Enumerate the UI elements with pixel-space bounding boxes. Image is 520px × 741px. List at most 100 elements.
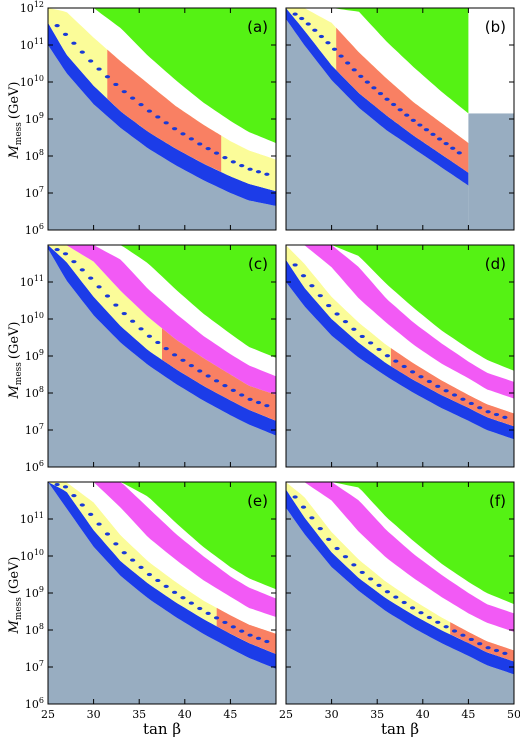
blue-dot xyxy=(113,542,119,546)
y-tick-label: 109 xyxy=(25,111,44,126)
blue-dot xyxy=(155,115,161,119)
blue-dot xyxy=(171,127,178,131)
blue-dot xyxy=(130,558,136,562)
blue-dot xyxy=(213,151,220,155)
blue-dot xyxy=(426,615,432,620)
blue-dot xyxy=(180,596,186,600)
ylabel-unit: (GeV) xyxy=(7,556,22,594)
blue-dot xyxy=(393,359,399,363)
plot-area xyxy=(286,8,514,230)
ylabel-subscript: mess xyxy=(14,122,24,145)
white-band xyxy=(286,245,514,414)
blue-dot xyxy=(247,167,253,171)
blue-dot xyxy=(155,340,161,345)
blue-dot xyxy=(397,108,403,112)
panel-f: 25 30 35 40 45 50 (f) xyxy=(279,481,520,721)
y-tick-label: 1010 xyxy=(20,74,44,89)
blue-dot xyxy=(146,334,153,338)
blue-dot xyxy=(180,358,186,362)
svg-text:Mmess(GeV): Mmess (GeV) xyxy=(7,81,24,159)
blue-dot xyxy=(404,113,410,117)
y-tick-label: 108 xyxy=(25,385,44,400)
ylabel-symbol: M xyxy=(7,145,22,160)
blue-dot xyxy=(456,151,462,155)
x-tick-label: 50 xyxy=(507,708,520,721)
green-region xyxy=(286,482,514,605)
panel-a: 106 107 108 109 1010 1011 1012 (a) xyxy=(20,0,277,237)
x-tick-label: 35 xyxy=(370,708,384,721)
blue-dot xyxy=(197,369,203,373)
blue-dot xyxy=(326,537,332,541)
blue-dot xyxy=(493,648,500,653)
blue-dot xyxy=(96,67,102,71)
blue-dot xyxy=(264,172,270,176)
panel-label: (f) xyxy=(489,492,506,510)
blue-dot xyxy=(300,505,307,509)
y-axis-label-bottom: Mmess (GeV) xyxy=(7,556,24,634)
blue-dot xyxy=(96,522,102,526)
y-tick-label: 107 xyxy=(25,659,44,674)
orange-band xyxy=(216,607,276,654)
blue-dot xyxy=(71,494,77,498)
blue-dot xyxy=(71,260,77,264)
magenta-band xyxy=(48,482,276,617)
blue-dot xyxy=(401,600,407,605)
blue-dot xyxy=(423,128,430,132)
blue-dot xyxy=(443,389,449,393)
blue-dot xyxy=(309,284,315,288)
blue-dot xyxy=(255,400,262,405)
excluded-gray-region xyxy=(48,482,276,704)
blue-dot xyxy=(417,123,423,127)
blue-dot xyxy=(292,263,298,267)
blue-dot xyxy=(376,583,382,588)
blue-dot xyxy=(239,629,245,633)
y-tick-label: 1011 xyxy=(20,511,44,526)
blue-dot xyxy=(351,327,357,331)
blue-dot xyxy=(300,274,307,278)
blue-dot xyxy=(358,74,364,78)
blue-dot xyxy=(351,563,357,567)
blue-dot xyxy=(96,285,102,289)
blue-dot xyxy=(222,384,228,388)
excluded-gray-region xyxy=(48,248,276,467)
y-tick-label: 108 xyxy=(25,148,44,163)
plot-area xyxy=(286,245,514,467)
blue-dot xyxy=(213,379,220,383)
panel-label: (d) xyxy=(485,255,506,273)
y-tick-label: 109 xyxy=(25,348,44,363)
ylabel-unit: (GeV) xyxy=(7,321,22,359)
blue-dot xyxy=(138,327,144,331)
blue-dot xyxy=(188,364,194,368)
blue-dot xyxy=(371,86,377,90)
blue-dot xyxy=(113,82,119,87)
y-tick-label: 1010 xyxy=(20,311,44,326)
plot-area xyxy=(48,245,276,467)
blue-dot xyxy=(79,50,85,54)
blue-band xyxy=(286,8,469,186)
svg-text:Mmess(GeV): Mmess (GeV) xyxy=(7,321,24,399)
green-region xyxy=(48,8,276,144)
blue-dot xyxy=(121,90,127,94)
blue-band xyxy=(48,22,276,206)
blue-dot xyxy=(312,28,318,32)
blue-dot xyxy=(255,170,262,174)
ylabel-symbol: M xyxy=(7,620,22,635)
excluded-gray-region xyxy=(286,282,514,467)
blue-dot xyxy=(180,132,186,136)
svg-text:Mmess(GeV): Mmess (GeV) xyxy=(7,556,24,634)
x-tick-label: 40 xyxy=(416,708,430,721)
ylabel-subscript: mess xyxy=(14,362,24,385)
white-band xyxy=(286,482,514,651)
blue-dot xyxy=(351,68,357,72)
panel-label: (b) xyxy=(485,18,506,36)
blue-dot xyxy=(222,620,228,625)
orange-band xyxy=(336,27,469,173)
orange-band xyxy=(162,328,276,421)
blue-dot xyxy=(62,32,69,36)
blue-dot xyxy=(138,565,144,569)
excluded-gray-right xyxy=(468,113,514,230)
blue-dot xyxy=(88,59,94,63)
blue-dot xyxy=(138,103,144,107)
blue-dot xyxy=(485,646,491,650)
